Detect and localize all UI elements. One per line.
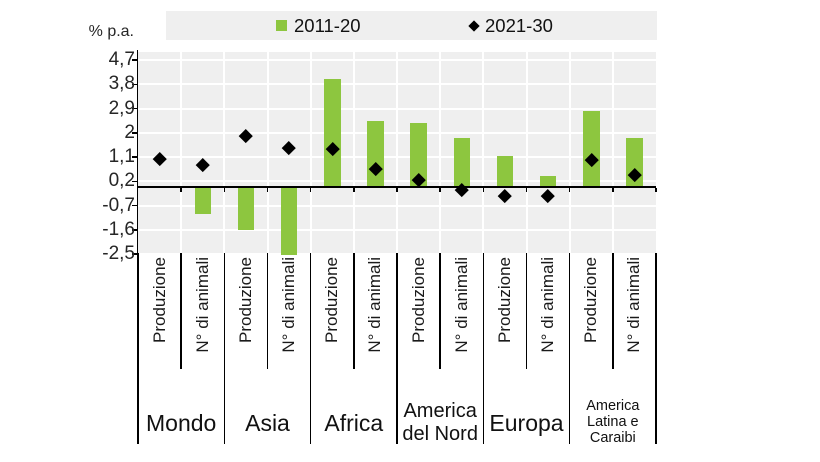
gridline-v [439, 52, 442, 254]
y-axis-tick [131, 204, 137, 207]
x-axis-tick [612, 187, 614, 193]
y-axis-tick [131, 156, 137, 158]
chart-legend: 2011-20 2021-30 [166, 11, 657, 40]
y-axis-tick [131, 132, 137, 134]
bar-2011-20 [194, 186, 211, 214]
group-separator-line [396, 253, 398, 444]
column-separator-line [525, 253, 528, 369]
x-axis-tick [568, 187, 571, 193]
y-axis-tick-label: -2,5 [102, 243, 135, 264]
bar-2011-20 [410, 123, 427, 187]
x-axis-tick [266, 187, 269, 193]
y-axis-tick-label: -0,7 [102, 194, 135, 216]
x-axis-tick [353, 187, 355, 193]
x-axis-tick [482, 187, 485, 193]
gridline-v [223, 52, 226, 254]
y-axis-tick [131, 229, 137, 231]
column-label: N° di animali [624, 257, 644, 353]
column-label: N° di animali [451, 257, 471, 353]
legend-label-2011-20: 2011-20 [294, 14, 361, 36]
column-label: Produzione [322, 257, 342, 344]
group-label-text: America Latina e Caraibi [586, 398, 640, 446]
group-label-text: Mondo [146, 409, 217, 436]
y-axis-tick-label: 2,9 [108, 97, 135, 119]
bar-2011-20 [496, 155, 514, 187]
column-label: Produzione [581, 257, 601, 344]
y-axis-tick [131, 59, 137, 61]
gridline-v [352, 52, 355, 254]
column-separator-line [353, 253, 355, 369]
column-label: Produzione [149, 257, 169, 344]
group-label: Africa [311, 398, 397, 448]
y-axis-tick-label: 0,2 [108, 170, 135, 192]
bar-2011-20 [583, 111, 600, 187]
column-label: Produzione [408, 257, 428, 344]
bar-2011-20 [367, 120, 384, 187]
group-separator-line [309, 253, 312, 444]
group-separator-line [223, 253, 226, 444]
gridline-v [180, 52, 183, 254]
group-separator-line [655, 253, 657, 444]
column-separator-line [180, 253, 182, 369]
gridline-v [309, 52, 312, 254]
gridline-v [525, 52, 528, 254]
legend-item-2011-20: 2011-20 [276, 11, 361, 40]
column-label: N° di animali [365, 257, 385, 353]
group-separator-line [482, 253, 485, 444]
gridline-v [396, 52, 398, 254]
y-axis-tick-label: 4,7 [108, 49, 135, 71]
bar-2011-20 [237, 186, 255, 230]
column-label: N° di animali [279, 257, 299, 353]
y-axis-unit-label: % p.a. [88, 23, 134, 40]
group-label-text: Africa [324, 409, 384, 436]
gridline-v [482, 52, 485, 254]
x-axis-tick [223, 187, 226, 193]
x-axis-tick [309, 187, 312, 193]
column-separator-line [439, 253, 441, 369]
column-separator-line [266, 253, 269, 369]
x-axis-tick [180, 187, 182, 193]
bar-2011-20 [539, 175, 557, 187]
gridline-v [611, 52, 614, 254]
y-axis-tick-label: 2 [124, 121, 135, 143]
y-axis-tick [131, 107, 137, 110]
group-label: Europa [483, 398, 569, 448]
x-axis-tick [525, 187, 528, 193]
column-label: Produzione [494, 257, 514, 344]
group-label: America Latina e Caraibi [570, 398, 656, 448]
bar-2011-20 [324, 78, 341, 187]
group-separator-line [137, 253, 139, 444]
y-axis-tick-label: 1,1 [108, 146, 135, 168]
x-axis-tick [396, 187, 398, 193]
y-axis-tick-label: -1,6 [102, 218, 135, 240]
legend-bar-swatch-icon [276, 20, 287, 31]
gridline-v [568, 52, 571, 254]
legend-item-2021-30: 2021-30 [468, 11, 553, 40]
group-label-text: Asia [245, 409, 290, 436]
y-axis-tick [131, 180, 137, 183]
legend-label-2021-30: 2021-30 [485, 14, 553, 36]
x-axis-tick [655, 187, 657, 193]
gridline-v [266, 52, 269, 254]
bar-2011-20 [453, 138, 470, 187]
column-label: N° di animali [192, 257, 212, 353]
y-axis-tick-label: 3,8 [108, 73, 135, 95]
y-axis-tick [131, 83, 137, 86]
group-label-text: America del Nord [402, 400, 478, 445]
y-axis-tick [131, 253, 137, 255]
zero-axis-line [138, 185, 656, 188]
group-label: Mondo [138, 398, 224, 448]
column-separator-line [612, 253, 614, 369]
group-label-text: Europa [489, 409, 564, 436]
bar-2011-20 [280, 186, 298, 256]
column-label: N° di animali [538, 257, 558, 353]
x-axis-tick [439, 187, 441, 193]
group-label: Asia [224, 398, 310, 448]
y-axis-line [136, 50, 138, 256]
column-label: Produzione [235, 257, 255, 344]
group-label: America del Nord [397, 398, 483, 448]
group-separator-line [568, 253, 571, 444]
